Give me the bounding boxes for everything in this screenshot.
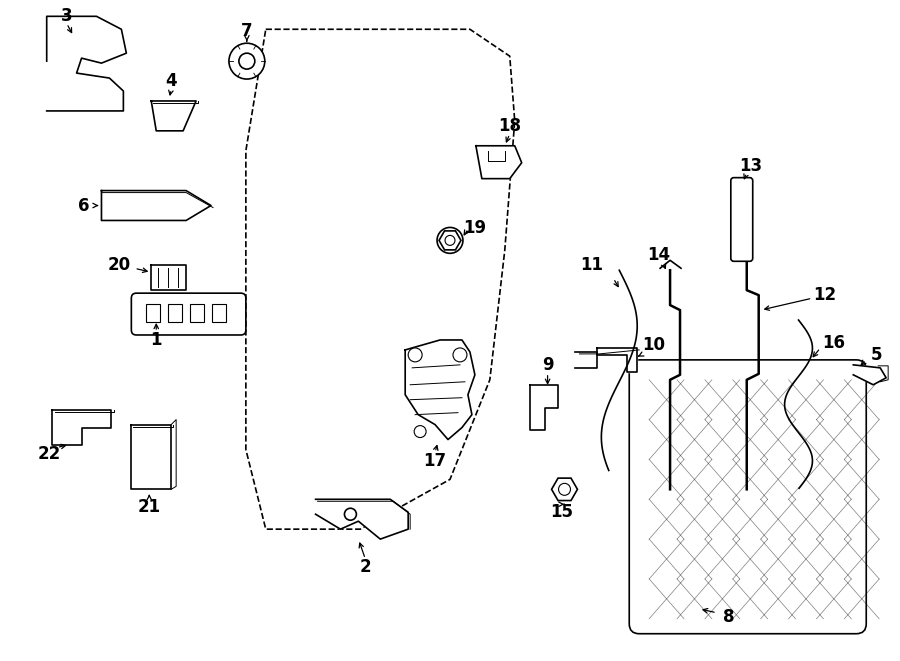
Text: 14: 14 xyxy=(648,247,670,264)
Text: 4: 4 xyxy=(166,72,177,90)
Circle shape xyxy=(453,348,467,362)
Polygon shape xyxy=(47,17,126,111)
Polygon shape xyxy=(316,499,409,539)
Text: 9: 9 xyxy=(542,356,554,374)
Circle shape xyxy=(414,426,426,438)
Bar xyxy=(212,304,226,322)
Text: 22: 22 xyxy=(38,446,61,463)
Polygon shape xyxy=(51,410,112,444)
Text: 21: 21 xyxy=(138,498,161,516)
Circle shape xyxy=(437,227,463,253)
Circle shape xyxy=(229,43,265,79)
Circle shape xyxy=(559,483,571,495)
Polygon shape xyxy=(476,146,522,178)
Polygon shape xyxy=(102,190,211,221)
Polygon shape xyxy=(530,385,557,430)
Text: 16: 16 xyxy=(822,334,845,352)
Text: 11: 11 xyxy=(580,256,603,274)
Bar xyxy=(168,304,182,322)
Polygon shape xyxy=(131,424,171,489)
Text: 12: 12 xyxy=(813,286,836,304)
FancyBboxPatch shape xyxy=(131,293,246,335)
Polygon shape xyxy=(598,348,637,372)
Circle shape xyxy=(238,53,255,69)
Text: 8: 8 xyxy=(723,608,734,626)
Text: 15: 15 xyxy=(550,503,573,522)
Text: 18: 18 xyxy=(499,117,521,135)
Circle shape xyxy=(445,235,455,245)
Bar xyxy=(190,304,204,322)
Polygon shape xyxy=(575,352,598,368)
Text: 17: 17 xyxy=(424,452,446,471)
Text: 13: 13 xyxy=(739,157,762,175)
Text: 5: 5 xyxy=(870,346,882,364)
Text: 1: 1 xyxy=(150,331,162,349)
Bar xyxy=(147,304,160,322)
Text: 6: 6 xyxy=(77,196,89,215)
Polygon shape xyxy=(853,365,886,385)
Circle shape xyxy=(345,508,356,520)
Text: 2: 2 xyxy=(359,558,371,576)
Polygon shape xyxy=(405,340,475,440)
Polygon shape xyxy=(151,265,186,290)
Text: 3: 3 xyxy=(61,7,72,25)
Polygon shape xyxy=(439,231,461,250)
Circle shape xyxy=(409,348,422,362)
Text: 10: 10 xyxy=(643,336,666,354)
Text: 19: 19 xyxy=(464,219,487,237)
Text: 20: 20 xyxy=(108,256,131,274)
FancyBboxPatch shape xyxy=(731,178,752,261)
Polygon shape xyxy=(151,101,196,131)
Polygon shape xyxy=(552,478,578,500)
Text: 7: 7 xyxy=(241,22,253,40)
FancyBboxPatch shape xyxy=(629,360,866,634)
